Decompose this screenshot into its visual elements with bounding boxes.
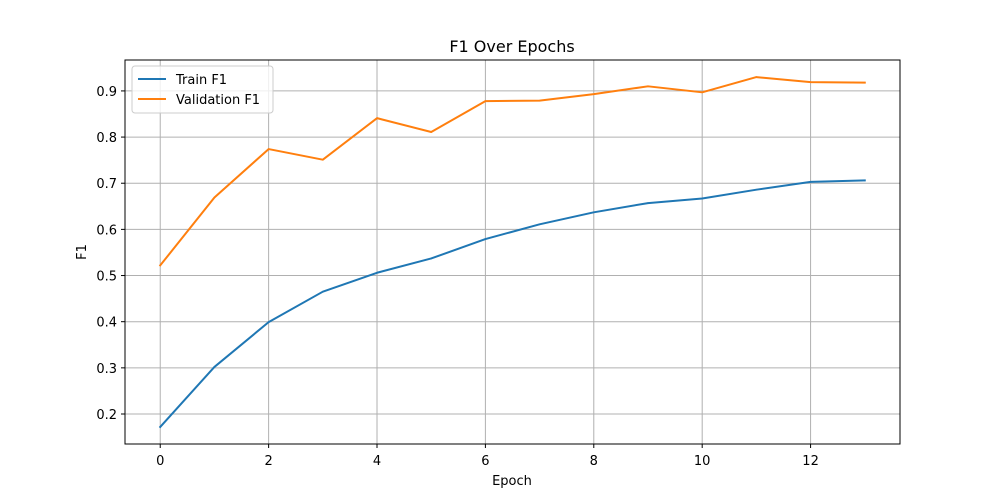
legend: Train F1 Validation F1	[131, 65, 274, 114]
data-point	[538, 99, 541, 102]
legend-box	[131, 65, 274, 114]
legend-label-train: Train F1	[175, 73, 227, 88]
data-point	[322, 290, 324, 293]
y-tick-label: 0.8	[96, 131, 117, 146]
y-tick-label: 0.5	[96, 270, 117, 285]
data-point	[213, 196, 216, 199]
data-point	[863, 179, 866, 182]
legend-label-validation: Validation F1	[176, 93, 260, 108]
data-point	[376, 117, 378, 119]
y-tick-label: 0.2	[96, 408, 117, 423]
x-tick-label: 10	[694, 454, 711, 469]
data-point	[484, 100, 487, 102]
data-point	[213, 366, 216, 368]
data-point	[592, 211, 595, 214]
data-point	[159, 264, 162, 267]
x-tick-label: 8	[590, 454, 598, 469]
data-point	[647, 85, 649, 88]
data-point	[484, 238, 487, 240]
data-point	[592, 93, 595, 95]
data-point	[809, 81, 812, 83]
data-point	[538, 223, 541, 226]
data-point	[430, 257, 433, 260]
x-tick-label: 12	[802, 454, 819, 469]
series-line-validation	[158, 76, 866, 267]
y-tick-label: 0.4	[96, 316, 117, 331]
data-point	[701, 91, 703, 94]
series-lines	[158, 76, 866, 429]
y-tick-label: 0.3	[96, 362, 117, 377]
data-point	[159, 426, 162, 428]
y-tick-label: 0.6	[96, 223, 117, 238]
data-point	[267, 321, 270, 323]
data-point	[755, 76, 758, 78]
y-tick-label: 0.7	[96, 177, 117, 192]
data-point	[322, 158, 324, 161]
x-tick-label: 2	[264, 454, 272, 469]
data-point	[701, 197, 703, 200]
grid	[125, 60, 900, 444]
data-point	[809, 181, 812, 183]
data-point	[647, 202, 649, 204]
y-tick-label: 0.9	[96, 85, 117, 100]
series-line-train	[158, 179, 866, 429]
x-tick-label: 0	[156, 454, 164, 469]
data-point	[430, 131, 433, 133]
data-point	[376, 271, 378, 274]
x-axis-label: Epoch	[492, 474, 532, 489]
data-point	[267, 148, 270, 150]
data-point	[755, 188, 758, 191]
plot-frame	[124, 59, 901, 445]
axis-ticks: 0 2 4 6 8 10 12 0.2 0.3 0.4 0.5 0.6 0.7 0.8 0.9	[96, 85, 819, 469]
y-axis-label: F1	[75, 244, 90, 260]
x-tick-label: 6	[481, 454, 489, 469]
x-tick-label: 4	[373, 454, 381, 469]
data-point	[863, 81, 866, 84]
chart-title: F1 Over Epochs	[449, 37, 574, 56]
